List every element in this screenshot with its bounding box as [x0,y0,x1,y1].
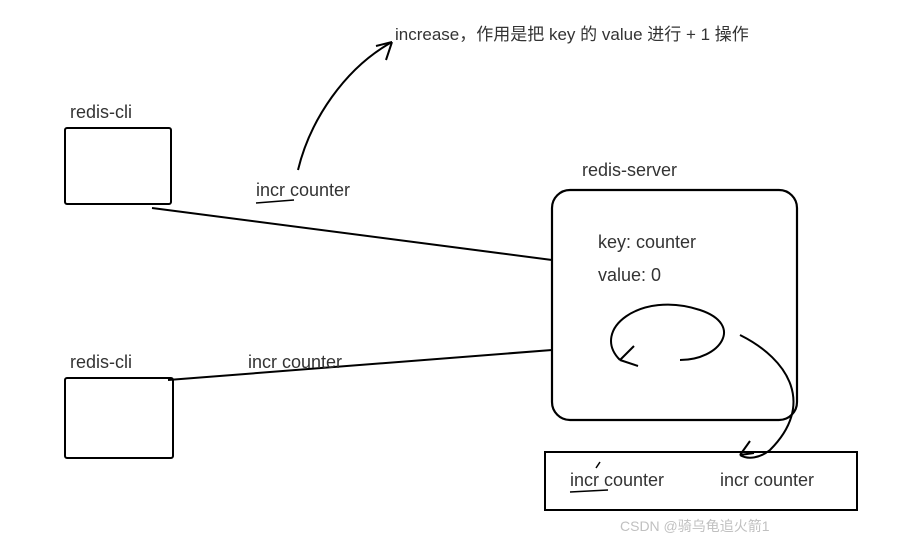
client1-box [65,128,171,204]
client2-box [65,378,173,458]
client1-label: redis-cli [70,102,132,123]
server-label: redis-server [582,160,677,181]
queue-item1-text: incr counter [570,470,664,491]
client2-label: redis-cli [70,352,132,373]
arrow-to-title [298,42,392,170]
queue-item1-tick [596,462,600,468]
cmd1-text: incr counter [256,180,350,201]
loop-scribble-head [620,346,638,366]
cmd2-text: incr counter [248,352,342,373]
diagram-canvas [0,0,901,537]
server-key-text: key: counter [598,232,696,253]
title-text: increase，作用是把 key 的 value 进行 + 1 操作 [395,20,749,45]
server-value-text: value: 0 [598,265,661,286]
arrow-to-queue-head [740,441,754,455]
arrow-to-queue [740,335,793,458]
watermark-text: CSDN @骑乌龟追火箭1 [620,516,770,536]
loop-scribble [611,305,724,360]
line-client1-server [152,208,552,260]
queue-item2-text: incr counter [720,470,814,491]
line-client2-server [168,350,552,380]
server-box [552,190,797,420]
arrow-to-title-head [376,42,392,60]
